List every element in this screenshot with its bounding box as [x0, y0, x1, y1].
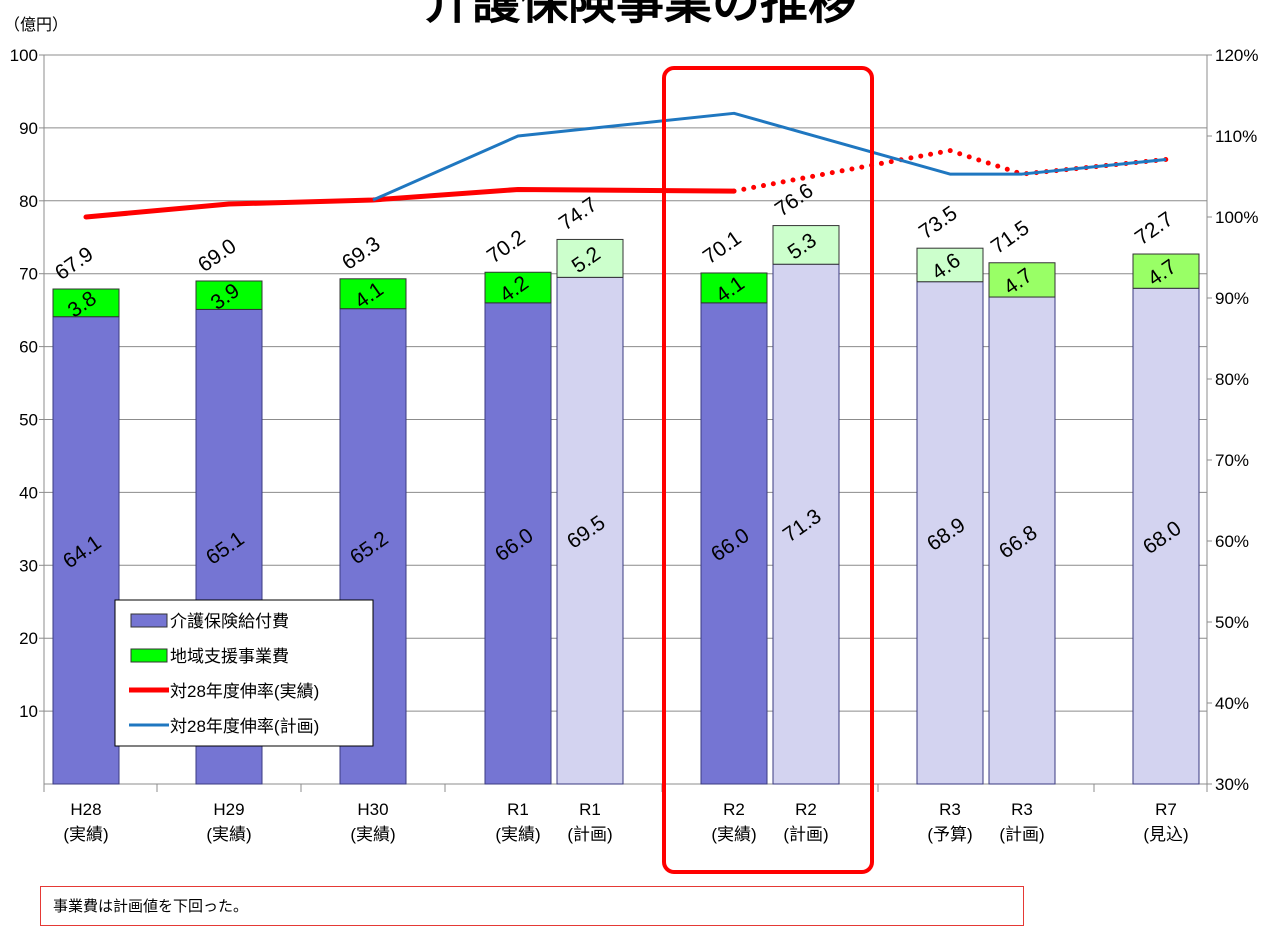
x-label-sub: (実績) — [711, 825, 756, 844]
rate-lines — [83, 111, 1169, 220]
bar-support — [195, 280, 263, 310]
bar-benefit — [484, 302, 552, 785]
axes: （億円） 10 20 30 40 50 60 70 80 90 100 30% 40% 50% 60% 70%… — [4, 16, 1258, 794]
bar-support — [988, 262, 1056, 298]
label-total: 76.6 — [771, 179, 818, 221]
y-tick-label: 20 — [19, 629, 38, 648]
bar-benefit — [556, 276, 624, 785]
y-unit-label: （億円） — [4, 16, 68, 34]
bar-benefit — [988, 296, 1056, 785]
label-total: 69.3 — [338, 232, 385, 274]
note-box: 事業費は計画値を下回った。 — [40, 886, 1024, 926]
y2-tick-label: 70% — [1215, 451, 1249, 470]
x-label-sub: (予算) — [927, 825, 972, 844]
label-total: 70.1 — [699, 227, 746, 269]
bar-support — [339, 278, 407, 310]
label-total: 67.9 — [51, 243, 98, 285]
legend-swatch — [130, 613, 168, 628]
bar-benefit — [1132, 287, 1200, 785]
y2-tick-label: 40% — [1215, 694, 1249, 713]
x-label: R2 — [795, 800, 817, 819]
y2-tick-label: 30% — [1215, 775, 1249, 794]
x-label-sub: (実績) — [350, 825, 395, 844]
x-label: H29 — [213, 800, 244, 819]
bar-support — [52, 288, 120, 318]
label-total: 73.5 — [915, 202, 962, 244]
bar-benefit — [772, 263, 840, 785]
y-tick-label: 30 — [19, 556, 38, 575]
bar-benefit — [916, 281, 984, 785]
y-tick-label: 50 — [19, 411, 38, 430]
label-total: 74.7 — [555, 193, 602, 235]
x-label-sub: (実績) — [206, 825, 251, 844]
x-label: R7 — [1155, 800, 1177, 819]
x-label-sub: (実績) — [495, 825, 540, 844]
y-tick-label: 60 — [19, 338, 38, 357]
bar-support — [700, 272, 768, 304]
label-total: 70.2 — [483, 226, 530, 268]
highlight-box — [662, 66, 874, 874]
bar-support — [1132, 253, 1200, 289]
x-label: H28 — [70, 800, 101, 819]
y-tick-label: 70 — [19, 265, 38, 284]
y2-tick-label: 60% — [1215, 532, 1249, 551]
y2-tick-label: 110% — [1215, 127, 1257, 146]
x-label-sub: (計画) — [783, 825, 828, 844]
y-tick-label: 40 — [19, 483, 38, 502]
y2-tick-label: 120% — [1215, 46, 1258, 65]
label-total: 72.7 — [1131, 208, 1178, 250]
x-label: R3 — [939, 800, 961, 819]
bar-benefit — [52, 316, 120, 785]
x-label: R1 — [507, 800, 529, 819]
legend-entry: 介護保険給付費 — [170, 612, 289, 631]
y-tick-label: 10 — [19, 702, 38, 721]
legend-entry: 地域支援事業費 — [170, 647, 289, 666]
x-label-sub: (計画) — [999, 825, 1044, 844]
y2-tick-label: 80% — [1215, 370, 1249, 389]
x-label: R1 — [579, 800, 601, 819]
y2-tick-label: 100% — [1215, 208, 1258, 227]
x-label-sub: (実績) — [63, 825, 108, 844]
y-tick-label: 90 — [19, 119, 38, 138]
y2-tick-label: 50% — [1215, 613, 1249, 632]
x-axis-labels: H28 (実績) H29 (実績) H30 (実績) R1 (実績) R1 (計画) R2 (実績) R… — [63, 800, 1188, 844]
legend-entry: 対28年度伸率(計画) — [170, 717, 319, 736]
rate-line-red — [83, 186, 737, 220]
x-label: R3 — [1011, 800, 1033, 819]
x-label-sub: (計画) — [567, 825, 612, 844]
y-tick-label: 100 — [10, 46, 38, 65]
legend-swatch — [130, 648, 168, 663]
y2-tick-label: 90% — [1215, 289, 1249, 308]
legend-entry: 対28年度伸率(実績) — [170, 682, 319, 701]
bar-support — [484, 271, 552, 304]
label-total: 71.5 — [987, 216, 1034, 258]
chart-title: 介護保険事業の推移 — [424, 0, 856, 30]
bar-support — [916, 247, 984, 283]
y-tick-label: 80 — [19, 192, 38, 211]
bar-support — [772, 225, 840, 265]
rate-line-blue — [372, 111, 1167, 202]
bar-support — [556, 238, 624, 278]
x-label: H30 — [357, 800, 388, 819]
label-total: 69.0 — [194, 235, 241, 277]
x-label: R2 — [723, 800, 745, 819]
x-label-sub: (見込) — [1143, 825, 1188, 844]
